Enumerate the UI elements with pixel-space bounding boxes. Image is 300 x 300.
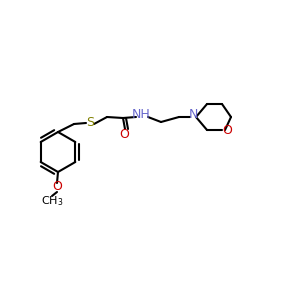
- Text: O: O: [222, 124, 232, 136]
- Text: CH$_3$: CH$_3$: [41, 194, 63, 208]
- Text: S: S: [86, 116, 94, 130]
- Text: N: N: [188, 109, 198, 122]
- Text: O: O: [52, 181, 62, 194]
- Text: NH: NH: [132, 109, 150, 122]
- Text: O: O: [119, 128, 129, 140]
